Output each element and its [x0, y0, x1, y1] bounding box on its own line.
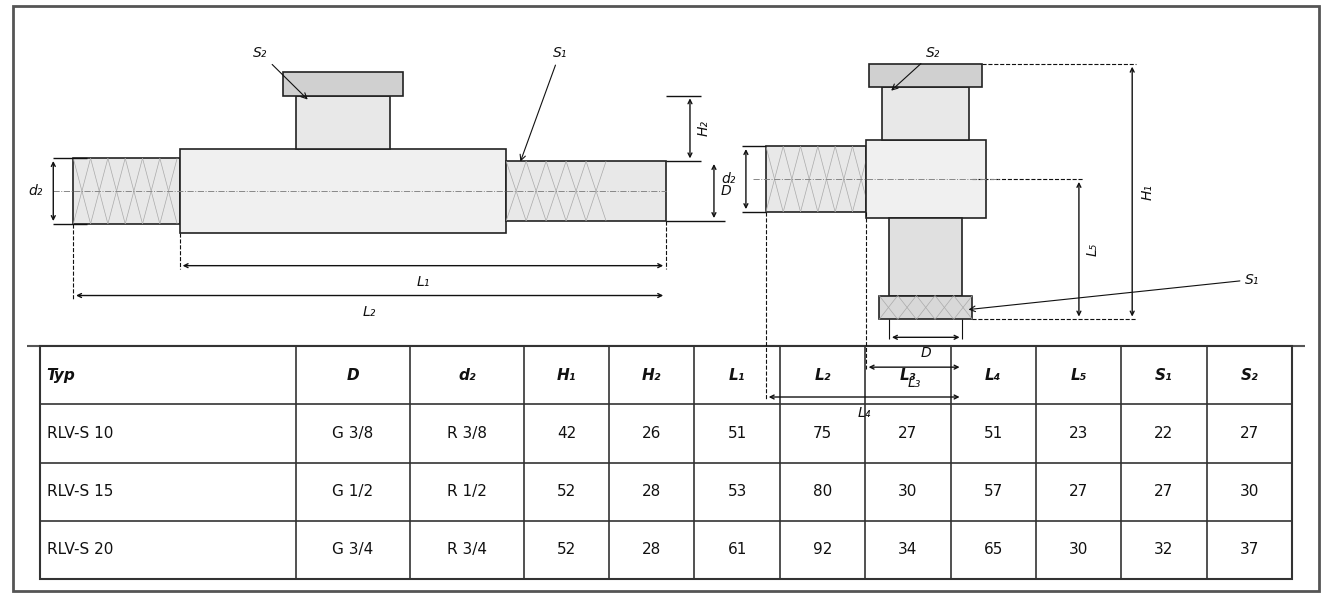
Circle shape — [875, 69, 904, 82]
Bar — [180, 149, 506, 233]
Text: 75: 75 — [813, 426, 832, 441]
Text: RLV-S 15: RLV-S 15 — [47, 484, 113, 499]
Bar — [888, 218, 962, 296]
Text: 27: 27 — [1155, 484, 1173, 499]
Text: H₁: H₁ — [557, 368, 577, 383]
Text: RLV-S 20: RLV-S 20 — [47, 543, 113, 558]
Text: S₂: S₂ — [892, 46, 940, 90]
Text: 32: 32 — [1155, 543, 1173, 558]
Bar — [766, 146, 866, 212]
Text: 51: 51 — [727, 426, 747, 441]
Bar — [73, 158, 180, 224]
Text: 52: 52 — [557, 484, 575, 499]
Text: S₂: S₂ — [1240, 368, 1259, 383]
Bar — [868, 64, 982, 87]
Bar — [282, 72, 402, 96]
Text: 30: 30 — [1240, 484, 1259, 499]
Text: 27: 27 — [1070, 484, 1088, 499]
Text: 34: 34 — [898, 543, 918, 558]
Text: Typ: Typ — [47, 368, 76, 383]
Text: 22: 22 — [1155, 426, 1173, 441]
Text: 53: 53 — [727, 484, 747, 499]
Text: 80: 80 — [813, 484, 832, 499]
Text: 92: 92 — [813, 543, 832, 558]
Text: R 3/4: R 3/4 — [446, 543, 486, 558]
Text: 23: 23 — [1068, 426, 1088, 441]
Text: S₁: S₁ — [1155, 368, 1172, 383]
Text: d₂: d₂ — [28, 184, 43, 198]
Text: S₁: S₁ — [519, 46, 567, 161]
Text: L₃: L₃ — [907, 376, 920, 390]
Bar — [506, 161, 666, 221]
Text: L₅: L₅ — [1071, 368, 1087, 383]
Text: H₂: H₂ — [642, 368, 662, 383]
Text: H₁: H₁ — [1140, 184, 1155, 199]
Text: d₂: d₂ — [721, 172, 735, 186]
Bar — [882, 87, 968, 140]
Text: S₂: S₂ — [253, 46, 306, 99]
Text: d₂: d₂ — [458, 368, 476, 383]
Text: D: D — [721, 184, 731, 198]
Text: 30: 30 — [1068, 543, 1088, 558]
Text: L₄: L₄ — [858, 406, 871, 420]
Text: L₂: L₂ — [814, 368, 831, 383]
Bar — [40, 346, 1292, 579]
Text: G 3/8: G 3/8 — [333, 426, 373, 441]
Text: 65: 65 — [983, 543, 1003, 558]
Text: 42: 42 — [557, 426, 575, 441]
Text: R 1/2: R 1/2 — [446, 484, 486, 499]
Bar — [879, 296, 972, 319]
Text: 27: 27 — [1240, 426, 1259, 441]
Text: L₅: L₅ — [1086, 242, 1100, 256]
Text: 37: 37 — [1240, 543, 1259, 558]
Bar — [296, 96, 389, 149]
Text: S₁: S₁ — [970, 273, 1260, 312]
Text: 28: 28 — [642, 543, 662, 558]
Text: H₂: H₂ — [697, 121, 711, 136]
Text: 28: 28 — [642, 484, 662, 499]
Circle shape — [292, 76, 322, 91]
Circle shape — [362, 76, 394, 91]
Text: 61: 61 — [727, 543, 747, 558]
Text: 26: 26 — [642, 426, 662, 441]
Text: L₁: L₁ — [416, 275, 430, 289]
Text: RLV-S 10: RLV-S 10 — [47, 426, 113, 441]
Text: R 3/8: R 3/8 — [446, 426, 486, 441]
Bar — [866, 140, 986, 218]
Text: 51: 51 — [983, 426, 1003, 441]
Text: L₃: L₃ — [899, 368, 916, 383]
Text: L₄: L₄ — [986, 368, 1002, 383]
Text: 57: 57 — [983, 484, 1003, 499]
Text: G 3/4: G 3/4 — [333, 543, 373, 558]
Circle shape — [946, 69, 975, 82]
Text: D: D — [920, 346, 931, 360]
Text: L₂: L₂ — [362, 305, 377, 319]
Text: 30: 30 — [898, 484, 918, 499]
Text: D: D — [346, 368, 360, 383]
Text: 27: 27 — [898, 426, 918, 441]
Text: G 1/2: G 1/2 — [333, 484, 373, 499]
Text: 52: 52 — [557, 543, 575, 558]
Text: L₁: L₁ — [729, 368, 746, 383]
